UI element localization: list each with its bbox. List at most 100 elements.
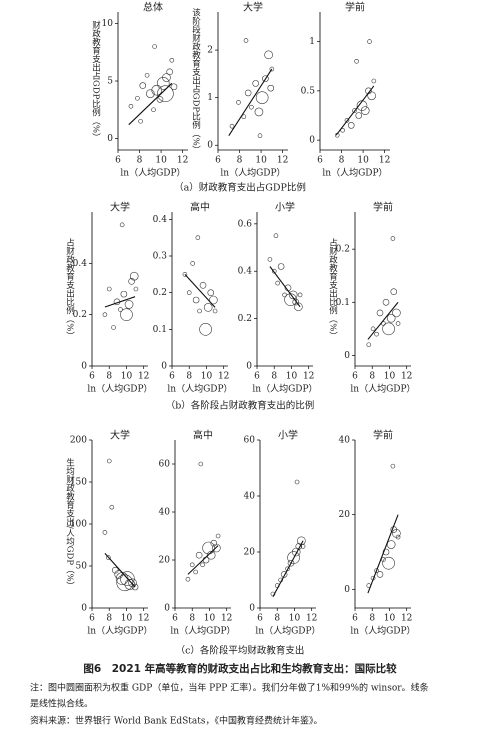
point	[297, 292, 303, 298]
panel-title: 学前	[373, 201, 393, 214]
x-axis-label: ln（人均GDP）	[252, 383, 317, 395]
point	[120, 290, 128, 298]
x-tick-label: 10	[204, 614, 216, 624]
y-tick-label: 0.2	[238, 314, 252, 324]
y-tick-label: 20	[244, 548, 256, 558]
point	[360, 106, 370, 115]
point	[287, 559, 295, 567]
x-tick-label: 10	[155, 156, 167, 166]
axes	[319, 12, 390, 151]
y-tick-label: 100	[70, 520, 87, 530]
y-tick-label: 0.2	[153, 288, 167, 298]
x-tick-label: 10	[357, 156, 369, 166]
point	[264, 50, 273, 60]
x-tick-label: 12	[218, 372, 229, 382]
y-tick-label: 0.2	[336, 245, 350, 255]
point	[271, 268, 277, 274]
y-tick-label: 0	[107, 134, 113, 144]
point	[374, 568, 379, 573]
point	[102, 530, 108, 535]
point	[182, 272, 188, 277]
fit-line	[367, 301, 399, 340]
x-tick-label: 6	[169, 372, 175, 382]
point	[280, 571, 288, 578]
point	[370, 326, 376, 332]
y-tick-label: 60	[159, 460, 171, 470]
point	[119, 222, 125, 228]
point	[151, 84, 163, 96]
x-tick-label: 6	[89, 614, 95, 624]
point	[133, 286, 139, 292]
y-tick-label: 40	[244, 492, 256, 502]
x-axis-label: ln（人均GDP）	[170, 625, 235, 637]
y-tick-label: 0	[81, 604, 87, 614]
panel-title: 小学	[275, 201, 295, 214]
point	[386, 313, 396, 323]
point	[376, 309, 384, 317]
x-axis-label: ln（人均GDP）	[220, 167, 285, 179]
note: 注：图中圆圈面积为权重 GDP（单位，当年 PPP 汇率）。我们分年做了1%和9…	[30, 682, 429, 694]
caption: （a）财政教育支出占GDP比例	[174, 182, 306, 194]
point	[241, 114, 247, 119]
y-tick-label: 0	[309, 136, 315, 146]
point	[255, 91, 269, 104]
point	[212, 543, 221, 553]
point	[151, 107, 156, 113]
axes	[171, 212, 228, 367]
x-tick-label: 6	[257, 614, 263, 624]
point	[203, 303, 213, 312]
x-tick-label: 8	[106, 614, 112, 624]
panel-title: 学前	[373, 429, 393, 442]
y-axis-label: 该阶段财政教育支出占GDP比例（%）	[191, 7, 201, 154]
point	[124, 300, 134, 309]
x-tick-label: 8	[106, 372, 112, 382]
point	[287, 551, 300, 564]
fit-line	[335, 85, 375, 136]
x-tick-label: 12	[277, 156, 288, 166]
point	[157, 85, 174, 102]
axes	[259, 440, 316, 609]
x-tick-label: 8	[186, 372, 192, 382]
x-tick-label: 10	[384, 372, 396, 382]
x-tick-label: 8	[137, 156, 143, 166]
panel-title: 高中	[190, 201, 210, 214]
y-tick-label: 0	[344, 351, 350, 361]
figure-title: 图6 2021 年高等教育的财政支出占比和生均教育支出：国际比较	[83, 662, 397, 675]
x-tick-label: 6	[317, 156, 323, 166]
y-tick-label: 0.4	[73, 259, 88, 269]
y-tick-label: 20	[159, 556, 171, 566]
y-tick-label: 0.3	[153, 252, 168, 262]
point	[210, 539, 218, 547]
x-tick-label: 8	[189, 614, 195, 624]
point	[386, 540, 396, 549]
point	[114, 570, 124, 579]
point	[156, 96, 164, 103]
x-axis-label: ln（人均GDP）	[322, 167, 387, 179]
point	[135, 95, 140, 101]
x-axis-label: ln（人均GDP）	[120, 167, 185, 179]
x-tick-label: 6	[352, 614, 358, 624]
point	[229, 123, 235, 129]
point	[294, 479, 300, 485]
point	[254, 107, 264, 117]
y-tick-label: 0	[164, 604, 170, 614]
point	[192, 296, 200, 304]
y-tick-label: 0.5	[301, 86, 316, 96]
point	[374, 331, 379, 337]
y-tick-label: 0.2	[73, 310, 87, 320]
y-tick-label: 1	[207, 93, 213, 103]
x-tick-label: 12	[221, 614, 232, 624]
x-tick-label: 12	[303, 372, 314, 382]
x-tick-label: 10	[201, 372, 213, 382]
x-tick-label: 12	[401, 372, 412, 382]
point	[120, 308, 133, 321]
point	[146, 89, 155, 98]
point	[209, 295, 218, 305]
x-tick-label: 6	[215, 156, 221, 166]
x-tick-label: 8	[369, 614, 375, 624]
source: 资料来源：世界银行 World Bank EdStats，《中国教育经费统计年鉴…	[30, 715, 323, 727]
point	[138, 118, 143, 124]
x-axis-label: ln（人均GDP）	[350, 383, 415, 395]
point	[207, 289, 215, 296]
